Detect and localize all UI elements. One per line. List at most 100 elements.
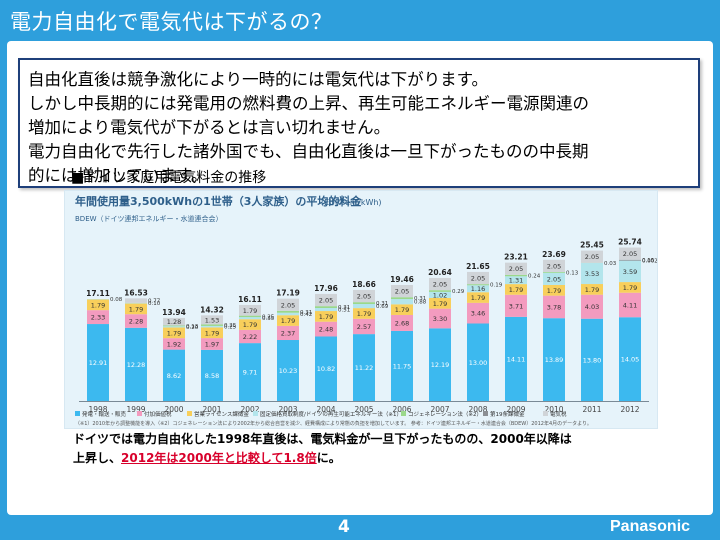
legend-note: （※1）2010年から調整機能を導入（※2）コジェネレーション法により2002年… bbox=[75, 420, 592, 427]
data-label: 2.68 bbox=[395, 319, 409, 327]
bar-segment bbox=[163, 327, 185, 339]
bar-segment bbox=[125, 327, 147, 401]
data-label: 1.79 bbox=[243, 321, 257, 329]
data-label: 13.89 bbox=[545, 356, 564, 364]
data-label: 2.33 bbox=[91, 314, 105, 322]
data-label: 0.25 bbox=[262, 314, 275, 320]
x-tick-label: 1998 bbox=[88, 405, 107, 414]
total-label: 14.32 bbox=[200, 305, 224, 314]
bar-segment bbox=[391, 330, 413, 401]
bar-segment bbox=[619, 260, 641, 283]
data-label: 2.37 bbox=[281, 329, 295, 337]
data-label: 14.05 bbox=[621, 356, 640, 364]
bar-segment bbox=[505, 262, 527, 275]
chart-subtitle: BDEW（ドイツ連邦エネルギー・水道連合会） bbox=[75, 214, 223, 223]
data-label: 10.23 bbox=[279, 367, 298, 375]
x-tick-label: 2008 bbox=[468, 405, 487, 414]
data-label: 9.71 bbox=[243, 369, 257, 377]
bar-segment bbox=[353, 289, 375, 303]
data-label: 11.22 bbox=[355, 364, 374, 372]
data-label: 3.78 bbox=[547, 303, 561, 311]
legend-label: 発電・輸送・販売 bbox=[82, 410, 127, 418]
data-label: 1.79 bbox=[471, 294, 485, 302]
bar-segment bbox=[239, 319, 261, 330]
data-label: 12.91 bbox=[89, 359, 108, 367]
bar-segment bbox=[125, 298, 147, 303]
data-label: 0.15 bbox=[642, 258, 655, 264]
data-label: 1.79 bbox=[129, 305, 143, 313]
data-label: 0.31 bbox=[414, 296, 426, 302]
data-label: 1.79 bbox=[319, 313, 333, 321]
bar-segment bbox=[543, 259, 565, 272]
bar-segment bbox=[619, 247, 641, 260]
legend-label: 営業ライセンス課徴金 bbox=[194, 410, 249, 418]
bar-segment bbox=[543, 318, 565, 401]
legend-swatch bbox=[75, 411, 80, 416]
bar-segment bbox=[467, 302, 489, 324]
data-label: 0.31 bbox=[338, 305, 350, 311]
bar-segment bbox=[353, 302, 375, 305]
data-label: 1.31 bbox=[509, 277, 523, 285]
legend-swatch bbox=[253, 411, 258, 416]
data-label: 2.05 bbox=[547, 262, 561, 270]
bar-segment bbox=[87, 299, 109, 311]
bar-segment bbox=[239, 317, 261, 320]
data-label: 2.05 bbox=[395, 288, 409, 296]
message-line-1: 自由化直後は競争激化により一時的には電気代は下がります。 bbox=[28, 70, 489, 89]
data-label: 2.05 bbox=[357, 293, 371, 301]
bar-segment bbox=[391, 284, 413, 298]
data-label: 1.79 bbox=[167, 329, 181, 337]
total-label: 20.64 bbox=[428, 268, 452, 277]
bar-segment bbox=[353, 334, 375, 401]
bar-segment bbox=[277, 340, 299, 401]
data-label: 1.79 bbox=[433, 300, 447, 308]
bar-segment bbox=[619, 292, 641, 318]
footnote-part2: 上昇し、 bbox=[73, 451, 122, 465]
data-label: 4.03 bbox=[585, 303, 599, 311]
bar-segment bbox=[619, 259, 641, 261]
bar-segment bbox=[429, 291, 451, 298]
bar-segment bbox=[543, 295, 565, 319]
total-label: 19.46 bbox=[390, 275, 414, 284]
bar-segment bbox=[353, 318, 375, 335]
bar-segment bbox=[201, 338, 223, 350]
bar-segment bbox=[277, 312, 299, 316]
chart-footnote: ドイツでは電力自由化した1998年直後は、電気料金が一旦下がったものの、2000… bbox=[73, 430, 572, 468]
legend-label: 第19条課徴金 bbox=[490, 410, 525, 418]
data-label: 10.82 bbox=[317, 365, 336, 373]
bar-segment bbox=[619, 282, 641, 293]
panasonic-logo: Panasonic bbox=[610, 518, 691, 535]
data-label: 0.31 bbox=[300, 310, 312, 316]
bar-segment bbox=[201, 315, 223, 325]
x-tick-label: 1999 bbox=[126, 405, 145, 414]
data-label: 1.79 bbox=[91, 301, 105, 309]
data-label: 14.11 bbox=[507, 355, 526, 363]
bar-segment bbox=[505, 294, 527, 317]
chart-title: 年間使用量3,500kWhの1世帯（3人家族）の平均的料金 bbox=[75, 194, 362, 208]
total-label: 23.21 bbox=[504, 253, 528, 262]
data-label: 1.97 bbox=[205, 340, 219, 348]
data-label: 3.53 bbox=[585, 270, 599, 278]
total-label: 13.94 bbox=[162, 308, 186, 317]
bar-segment bbox=[429, 308, 451, 329]
bar-segment bbox=[87, 310, 109, 325]
data-label: 0.20 bbox=[186, 325, 199, 331]
bar-segment bbox=[163, 317, 185, 326]
footnote-part1: ドイツでは電力自由化した1998年直後は、電気料金が一旦下がったものの、2000… bbox=[73, 432, 572, 446]
data-label: 4.11 bbox=[623, 301, 637, 309]
data-label: 1.79 bbox=[623, 284, 637, 292]
bar-segment bbox=[163, 325, 185, 327]
data-label: 0.31 bbox=[376, 301, 388, 307]
bar-segment bbox=[581, 284, 603, 295]
total-label: 17.96 bbox=[314, 284, 338, 293]
bar-segment bbox=[125, 314, 147, 328]
data-label: 2.05 bbox=[471, 275, 485, 283]
legend-swatch bbox=[483, 411, 488, 416]
bar-segment bbox=[163, 338, 185, 350]
data-label: 11.75 bbox=[393, 362, 412, 370]
bar-segment bbox=[467, 323, 489, 401]
bar-segment bbox=[581, 294, 603, 319]
bar-segment bbox=[315, 306, 337, 308]
data-label: 0.29 bbox=[452, 289, 465, 295]
data-label: 1.02 bbox=[433, 291, 447, 299]
